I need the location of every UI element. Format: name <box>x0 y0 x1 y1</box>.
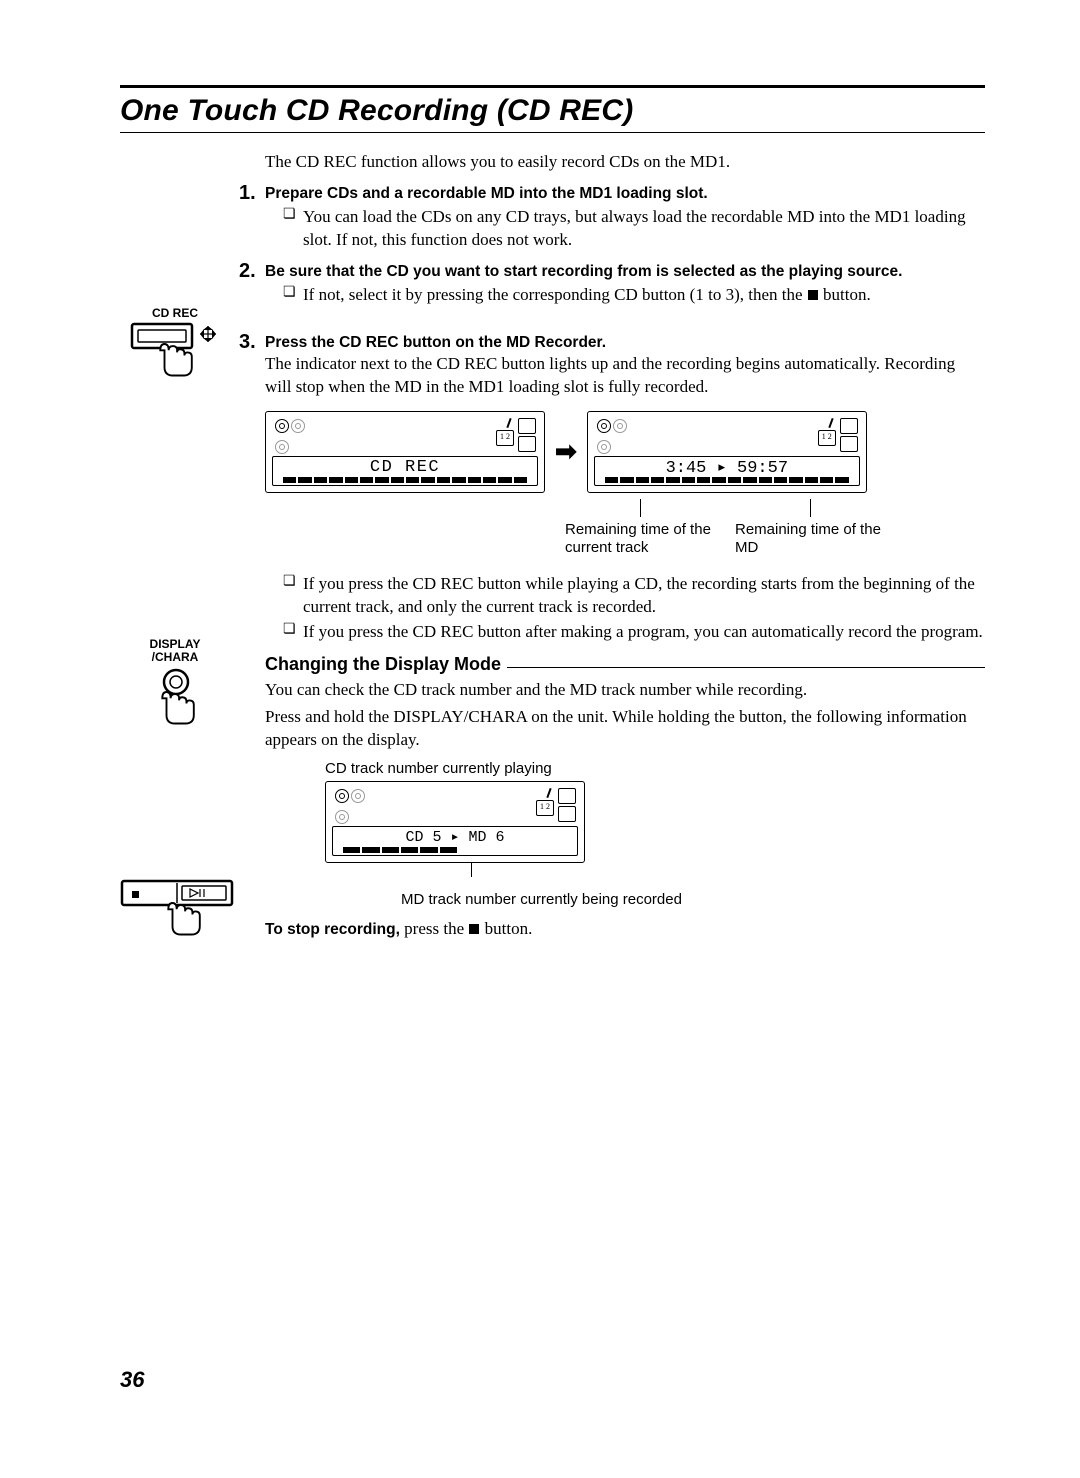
fig3-label-below: MD track number currently being recorded <box>401 891 985 908</box>
step-number: 1. <box>239 182 256 205</box>
stop-icon <box>808 290 818 300</box>
panel-mode-icons: 1 2 <box>818 418 858 452</box>
step-body: The indicator next to the CD REC button … <box>265 353 985 399</box>
step-1: 1. Prepare CDs and a recordable MD into … <box>265 184 985 252</box>
step-heading: Press the CD REC button on the MD Record… <box>265 333 985 353</box>
lcd-panel-left: 1 2 CD REC <box>265 411 545 493</box>
step-bullets: If not, select it by pressing the corres… <box>283 284 985 307</box>
panel-disc-icons <box>274 418 314 446</box>
step-heading: Prepare CDs and a recordable MD into the… <box>265 184 985 204</box>
stop-recording-line: To stop recording, press the button. <box>265 918 985 941</box>
bullet-item: If you press the CD REC button while pla… <box>283 573 985 619</box>
connector-line <box>471 861 472 877</box>
bullet-item: If you press the CD REC button after mak… <box>283 621 985 644</box>
subheading: Changing the Display Mode <box>265 654 501 675</box>
panel-label-track: Remaining time of the current track <box>565 499 715 557</box>
bullet-item: You can load the CDs on any CD trays, bu… <box>283 206 985 252</box>
arrow-right-icon: ➡ <box>555 437 577 467</box>
lcd-text: CD 5 ▸ MD 6 <box>332 826 578 856</box>
step-number: 3. <box>239 331 256 354</box>
step-bullets-after: If you press the CD REC button while pla… <box>283 573 985 644</box>
intro-text: The CD REC function allows you to easily… <box>265 151 985 174</box>
step-2: 2. Be sure that the CD you want to start… <box>265 262 985 307</box>
segment-bar <box>605 477 849 483</box>
bullet-item: If not, select it by pressing the corres… <box>283 284 985 307</box>
stop-play-button-icon <box>120 879 240 957</box>
content-column: The CD REC function allows you to easily… <box>265 151 985 941</box>
display-panels-row: 1 2 CD REC ➡ <box>265 411 985 493</box>
display-chara-label: DISPLAY /CHARA <box>140 638 210 664</box>
panel-mode-icons: 1 2 <box>496 418 536 452</box>
lcd-text: 3:45 ▸ 59:57 <box>594 456 860 486</box>
panel-label-md: Remaining time of the MD <box>735 499 885 557</box>
subheading-row: Changing the Display Mode <box>265 654 985 675</box>
lcd-text: CD REC <box>272 456 538 486</box>
segment-bar <box>343 847 457 853</box>
step-number: 2. <box>239 260 256 283</box>
title-underline <box>120 132 985 133</box>
panel-mode-icons: 1 2 <box>536 788 576 822</box>
stop-bold: To stop recording, <box>265 921 400 938</box>
top-rule <box>120 85 985 88</box>
panel-disc-icons <box>334 788 374 816</box>
segment-bar <box>283 477 527 483</box>
stop-rest: press the button. <box>404 919 532 938</box>
step-3: 3. Press the CD REC button on the MD Rec… <box>265 333 985 644</box>
step-heading: Be sure that the CD you want to start re… <box>265 262 985 282</box>
figure-3: CD track number currently playing 1 2 <box>325 760 985 908</box>
page-number: 36 <box>120 1367 144 1393</box>
fig3-label-above: CD track number currently playing <box>325 760 985 777</box>
lcd-panel-right: 1 2 3:45 ▸ 59:57 <box>587 411 867 493</box>
stop-icon <box>469 924 479 934</box>
step-bullets: You can load the CDs on any CD trays, bu… <box>283 206 985 252</box>
subheading-rule <box>507 667 985 668</box>
panel-label-row: Remaining time of the current track Rema… <box>565 499 985 557</box>
display-chara-button-icon <box>152 668 212 746</box>
page-title: One Touch CD Recording (CD REC) <box>120 94 985 128</box>
sub-body-2: Press and hold the DISPLAY/CHARA on the … <box>265 706 985 752</box>
cdrec-label: CD REC <box>145 307 205 320</box>
sub-body-1: You can check the CD track number and th… <box>265 679 985 702</box>
panel-disc-icons <box>596 418 636 446</box>
manual-page: One Touch CD Recording (CD REC) CD REC D… <box>0 0 1080 1478</box>
cdrec-button-icon <box>130 322 230 400</box>
lcd-panel-fig3: 1 2 CD 5 ▸ MD 6 <box>325 781 585 863</box>
